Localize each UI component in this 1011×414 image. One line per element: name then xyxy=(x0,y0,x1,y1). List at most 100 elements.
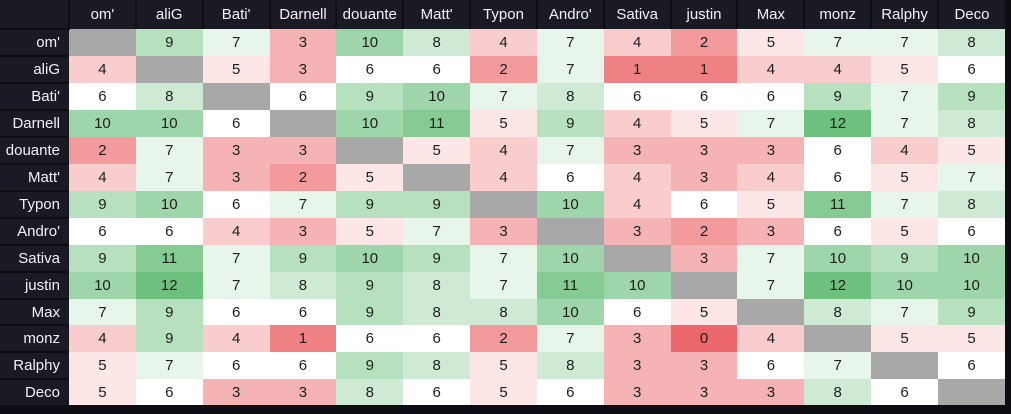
diagonal-cell xyxy=(871,352,938,380)
table-row: Bati' 6 8 6 9 10 7 8 6 6 6 9 7 9 xyxy=(0,81,1005,110)
matrix-cell: 4 xyxy=(603,190,671,218)
column-header: Typon xyxy=(469,0,537,29)
row-header: justin xyxy=(0,270,69,299)
matrix-cell: 6 xyxy=(937,217,1005,245)
matrix-cell: 5 xyxy=(336,163,404,191)
matrix-cell: 9 xyxy=(871,244,938,272)
matrix-cell: 7 xyxy=(202,244,270,272)
matrix-cell: 7 xyxy=(871,29,938,56)
row-header: Max xyxy=(0,297,69,326)
matrix-cell: 7 xyxy=(202,271,270,299)
diagonal-cell xyxy=(269,109,337,137)
column-header: Deco xyxy=(936,0,1005,29)
matrix-cell: 6 xyxy=(269,298,337,326)
matrix-cell: 8 xyxy=(937,190,1005,218)
matrix-cell: 1 xyxy=(269,325,337,353)
corner-cell xyxy=(0,0,69,29)
matrix-cell: 7 xyxy=(202,29,270,56)
table-row: Matt' 4 7 3 2 5 4 6 4 3 4 6 5 7 xyxy=(0,162,1005,191)
matrix-cell: 3 xyxy=(603,379,671,405)
matrix-cell: 8 xyxy=(470,298,537,326)
matrix-cell: 5 xyxy=(470,379,537,405)
row-header: Deco xyxy=(0,378,69,405)
matrix-cell: 6 xyxy=(202,352,270,380)
matrix-cell: 8 xyxy=(403,29,471,56)
matrix-cell: 5 xyxy=(871,325,938,353)
matrix-cell: 5 xyxy=(336,217,404,245)
table-row: Typon 9 10 6 7 9 9 10 4 6 5 11 7 8 xyxy=(0,189,1005,218)
row-header: Ralphy xyxy=(0,351,69,380)
diagonal-cell xyxy=(403,163,471,191)
matrix-cell: 9 xyxy=(336,271,404,299)
matrix-cell: 10 xyxy=(135,109,203,137)
matrix-cell: 3 xyxy=(202,379,270,405)
matrix-cell: 10 xyxy=(536,244,604,272)
matrix-cell: 7 xyxy=(871,109,938,137)
column-header: Andro' xyxy=(535,0,604,29)
column-header: douante xyxy=(335,0,404,29)
matrix-cell: 6 xyxy=(536,379,604,405)
table-row: Deco 5 6 3 3 8 6 5 6 3 3 3 8 6 xyxy=(0,378,1005,405)
matrix-cell: 9 xyxy=(135,325,203,353)
matrix-cell: 9 xyxy=(937,82,1005,110)
diagonal-cell xyxy=(536,217,604,245)
matrix-cell: 4 xyxy=(737,55,805,83)
matrix-cell: 6 xyxy=(135,379,203,405)
matrix-cell: 5 xyxy=(470,109,537,137)
matrix-cell: 10 xyxy=(69,271,136,299)
matrix-cell: 10 xyxy=(937,244,1005,272)
matrix-cell: 3 xyxy=(670,244,738,272)
matrix-cell: 9 xyxy=(336,298,404,326)
column-header: Bati' xyxy=(201,0,270,29)
matrix-cell: 4 xyxy=(202,217,270,245)
matrix-cell: 10 xyxy=(937,271,1005,299)
matrix-cell: 8 xyxy=(336,379,404,405)
matrix-cell: 8 xyxy=(269,271,337,299)
matrix-cell: 3 xyxy=(202,163,270,191)
matrix-cell: 6 xyxy=(670,82,738,110)
row-header: aliG xyxy=(0,54,69,83)
table-row: monz 4 9 4 1 6 6 2 7 3 0 4 5 5 xyxy=(0,324,1005,353)
matrix-cell: 11 xyxy=(135,244,203,272)
matrix-cell: 3 xyxy=(670,163,738,191)
matrix-cell: 7 xyxy=(804,352,872,380)
matrix-cell: 4 xyxy=(69,55,136,83)
matrix-cell: 4 xyxy=(737,325,805,353)
column-header: om' xyxy=(68,0,136,29)
matrix-cell: 5 xyxy=(670,298,738,326)
row-header: Sativa xyxy=(0,243,69,272)
diagonal-cell xyxy=(69,29,136,56)
matrix-cell: 5 xyxy=(69,352,136,380)
matrix-cell: 3 xyxy=(202,136,270,164)
matrix-cell: 10 xyxy=(336,244,404,272)
matrix-cell: 10 xyxy=(135,190,203,218)
matrix-cell: 9 xyxy=(336,190,404,218)
matrix-cell: 9 xyxy=(336,82,404,110)
matrix-cell: 11 xyxy=(403,109,471,137)
matrix-cell: 4 xyxy=(603,29,671,56)
matrix-cell: 3 xyxy=(670,352,738,380)
matrix-cell: 4 xyxy=(603,109,671,137)
matrix-cell: 2 xyxy=(670,217,738,245)
matrix-cell: 5 xyxy=(937,136,1005,164)
matrix-cell: 12 xyxy=(804,109,872,137)
matrix-cell: 7 xyxy=(135,163,203,191)
matrix-cell: 6 xyxy=(135,217,203,245)
matrix-cell: 3 xyxy=(269,136,337,164)
column-header: Max xyxy=(736,0,805,29)
diagonal-cell xyxy=(336,136,404,164)
matrix-cell: 8 xyxy=(403,352,471,380)
matrix-cell: 3 xyxy=(737,136,805,164)
matrix-cell: 3 xyxy=(603,352,671,380)
matrix-cell: 8 xyxy=(937,109,1005,137)
row-header: douante xyxy=(0,135,69,164)
matrix-cell: 8 xyxy=(536,82,604,110)
matrix-cell: 7 xyxy=(871,298,938,326)
matrix-cell: 12 xyxy=(135,271,203,299)
matrix-cell: 6 xyxy=(804,217,872,245)
matrix-cell: 6 xyxy=(269,82,337,110)
matrix-cell: 6 xyxy=(403,325,471,353)
matrix-cell: 7 xyxy=(737,109,805,137)
matrix-cell: 6 xyxy=(69,82,136,110)
matrix-cell: 6 xyxy=(269,352,337,380)
